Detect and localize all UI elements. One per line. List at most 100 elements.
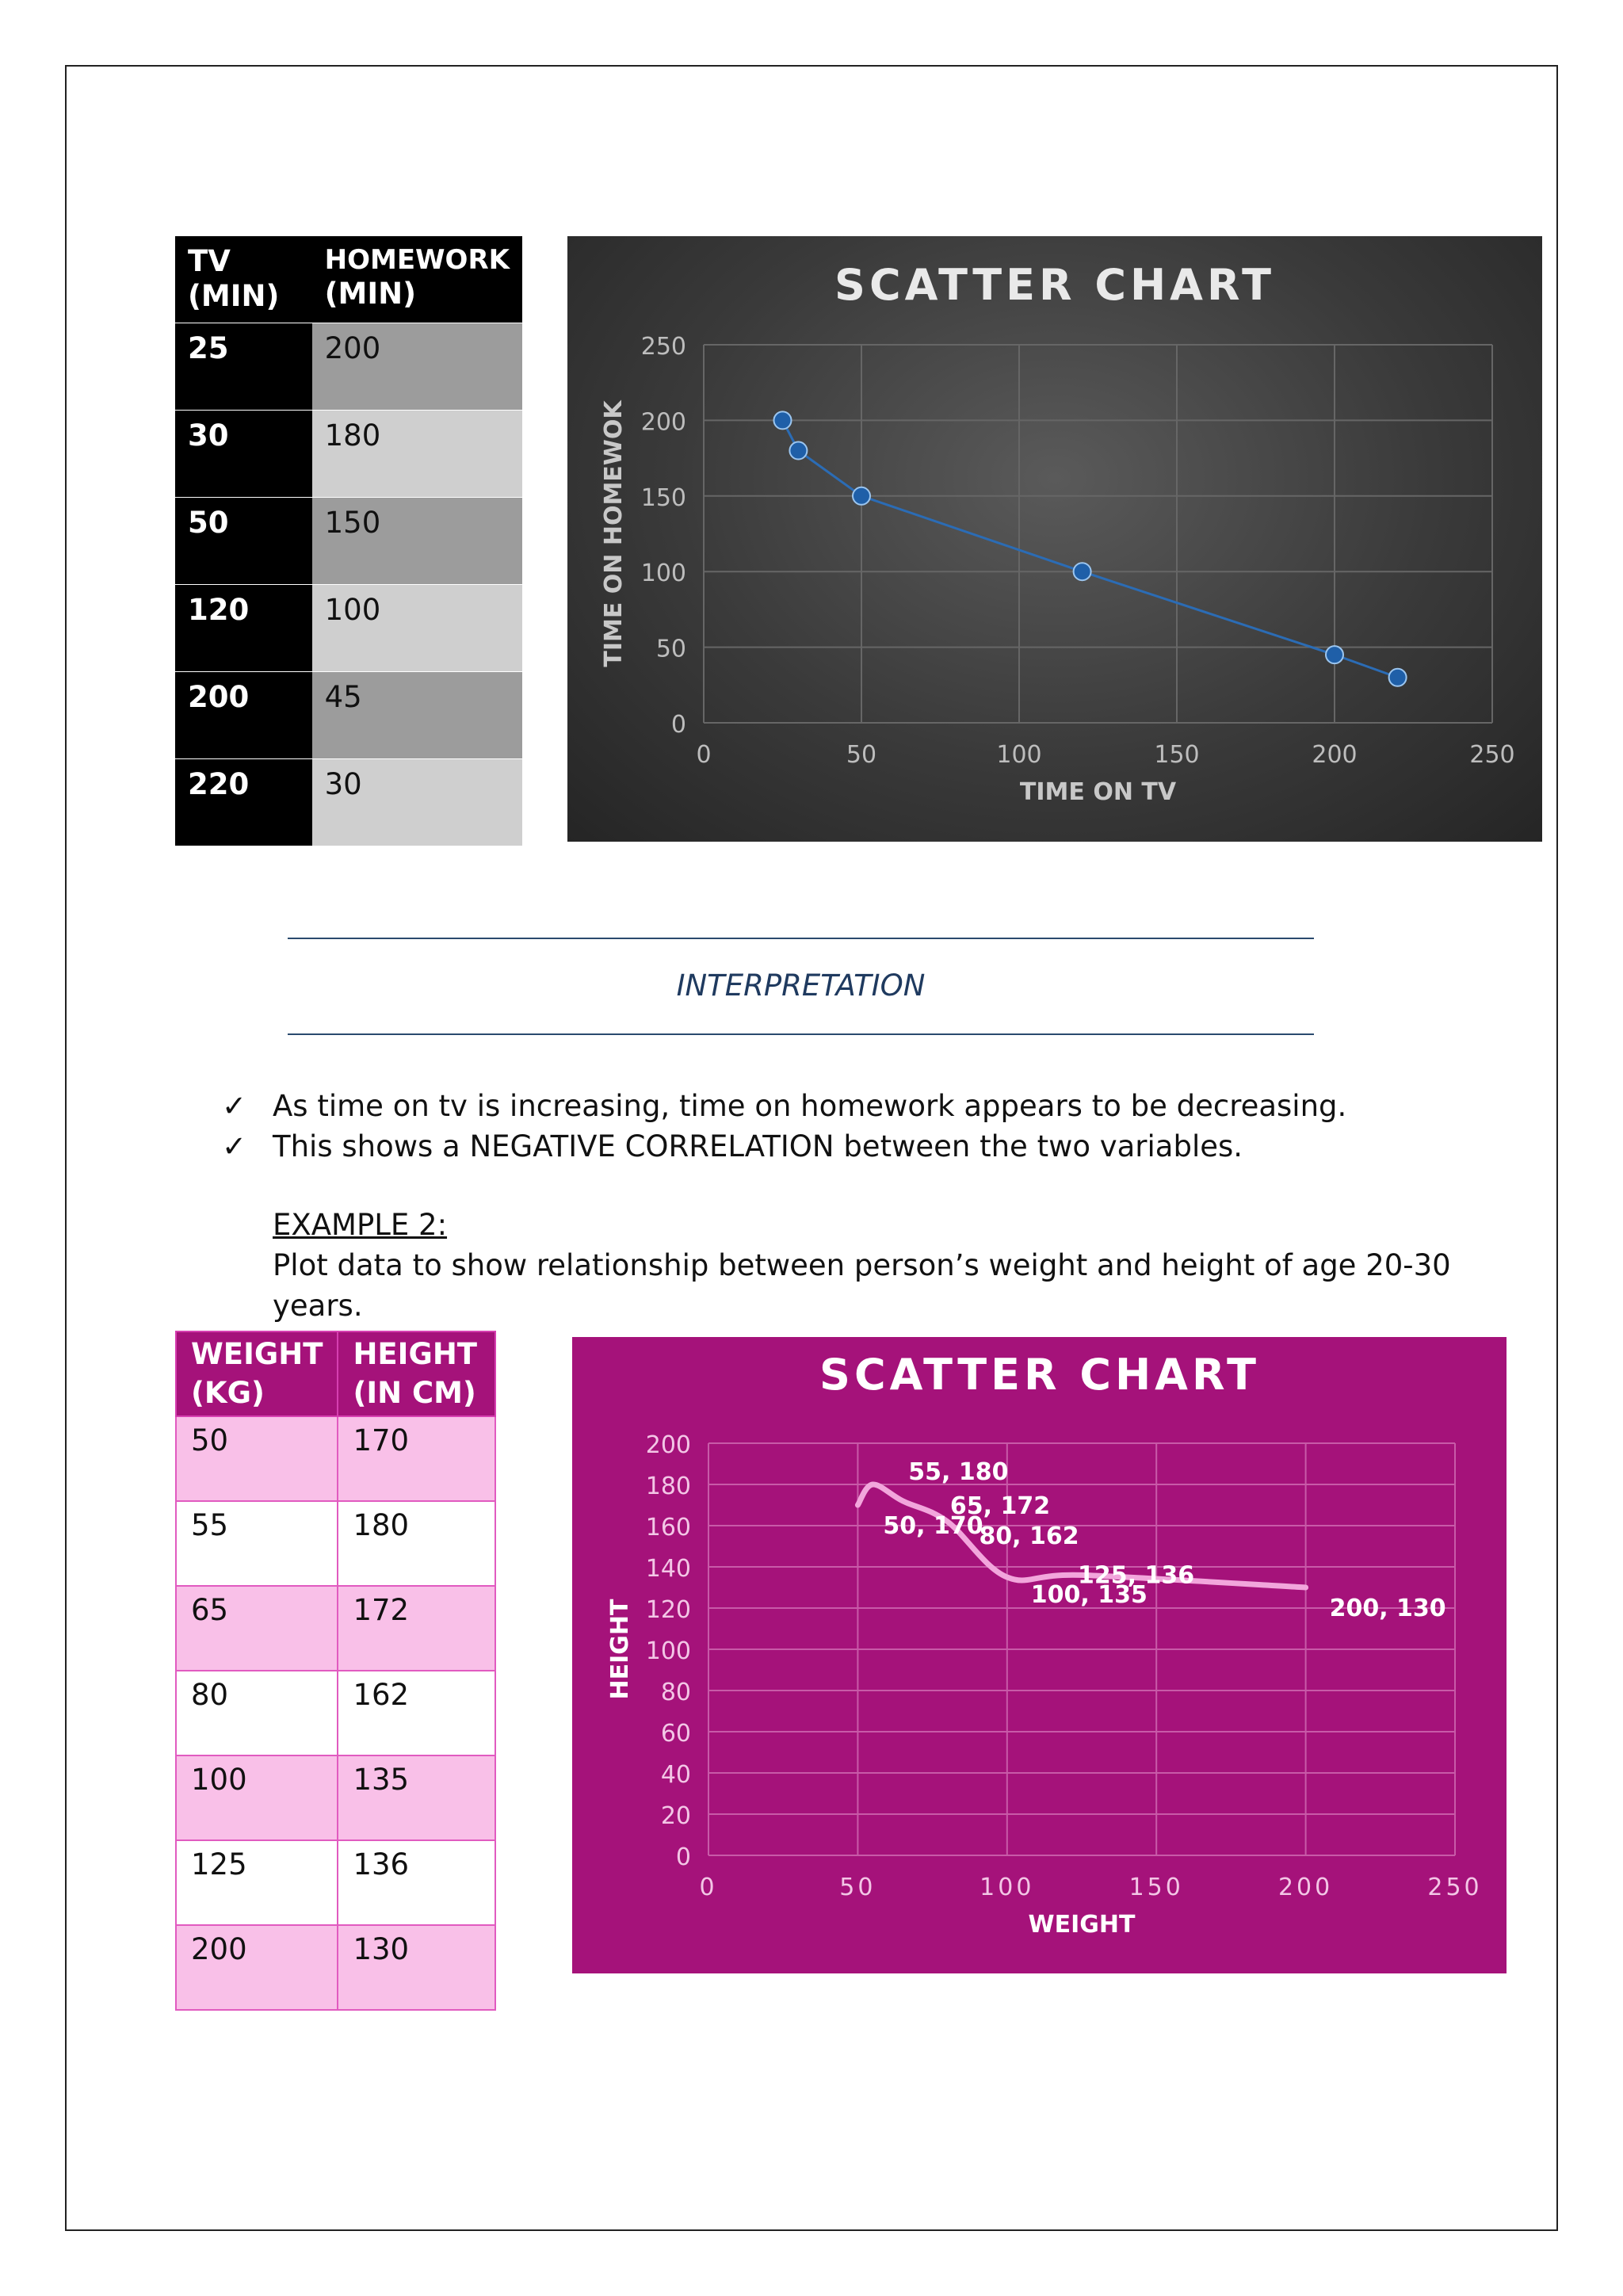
cell-height: 172	[337, 1585, 496, 1671]
table-header-weight: WEIGHT (KG)	[174, 1331, 339, 1417]
cell-height: 136	[337, 1839, 496, 1926]
cell-tv: 25	[175, 322, 312, 411]
y-tick-label: 160	[646, 1514, 691, 1541]
x-tick-label: 200	[1312, 741, 1357, 769]
tv-homework-table: TV (MIN) HOMEWORK (MIN) 25 200 30 180 50…	[175, 236, 522, 846]
data-point	[1325, 645, 1344, 665]
page-border	[65, 65, 1558, 2231]
cell-height: 180	[337, 1500, 496, 1587]
y-tick-label: 180	[646, 1473, 691, 1500]
y-axis-label: HEIGHT	[606, 1599, 634, 1699]
data-label: 200, 130	[1330, 1595, 1446, 1622]
example-2: EXAMPLE 2: Plot data to show relationshi…	[273, 1205, 1501, 1326]
cell-weight: 55	[174, 1500, 339, 1587]
cell-homework: 200	[311, 322, 522, 411]
x-tick-label: 150	[1154, 741, 1199, 769]
y-tick-label: 80	[661, 1679, 691, 1706]
divider-top	[288, 938, 1314, 939]
cell-homework: 100	[311, 583, 522, 672]
table-row: 220 30	[175, 758, 522, 846]
cell-weight: 80	[174, 1670, 339, 1756]
cell-homework: 180	[311, 409, 522, 498]
data-label: 65, 172	[950, 1492, 1050, 1520]
x-axis-label: TIME ON TV	[1020, 778, 1177, 806]
x-tick-label: 250	[1427, 1874, 1482, 1901]
data-label: 100, 135	[1031, 1581, 1148, 1609]
x-tick-label: 100	[996, 741, 1041, 769]
table-row: 200 130	[174, 1924, 496, 2011]
y-axis-label: TIME ON HOMEWOK	[600, 399, 628, 667]
data-label: 50, 170	[883, 1512, 983, 1540]
interpretation-heading: INTERPRETATION	[676, 968, 926, 1003]
cell-tv: 220	[175, 758, 312, 846]
example-label: EXAMPLE 2:	[273, 1208, 448, 1242]
table-row: 50 170	[174, 1415, 496, 1502]
x-tick-label: 0	[696, 741, 711, 769]
table-header-height: HEIGHT (IN CM)	[337, 1331, 496, 1417]
bullet-text: As time on tv is increasing, time on hom…	[273, 1089, 1347, 1123]
header-homework-line1: HOMEWORK	[324, 244, 510, 276]
chart-title: SCATTER CHART	[834, 260, 1275, 310]
check-icon: ✓	[222, 1129, 247, 1163]
x-tick-label: 50	[846, 741, 876, 769]
chart2-svg: SCATTER CHART 0 20 40 60 80 100 120 140 160 180 200…	[606, 1350, 1482, 1939]
data-label: 55, 180	[908, 1458, 1008, 1486]
cell-height: 135	[337, 1755, 496, 1841]
bullet-text: This shows a NEGATIVE CORRELATION betwee…	[273, 1129, 1243, 1163]
header-homework-line2: (MIN)	[324, 276, 417, 311]
data-label: 80, 162	[979, 1522, 1079, 1550]
table-row: 100 135	[174, 1755, 496, 1841]
cell-tv: 200	[175, 670, 312, 759]
series-line	[854, 1481, 1309, 1591]
cell-homework: 45	[311, 670, 522, 759]
cell-tv: 50	[175, 496, 312, 585]
header-tv-line1: TV	[188, 244, 231, 278]
x-tick-label: 250	[1469, 741, 1514, 769]
bullet-item: ✓ This shows a NEGATIVE CORRELATION betw…	[222, 1126, 1346, 1167]
table-header-homework: HOMEWORK (MIN)	[311, 236, 522, 323]
cell-weight: 200	[174, 1924, 339, 2011]
y-tick-label: 140	[646, 1555, 691, 1583]
table-row: 120 100	[175, 583, 522, 672]
cell-weight: 100	[174, 1755, 339, 1841]
x-tick-label: 200	[1278, 1874, 1333, 1901]
data-point	[852, 486, 871, 506]
y-tick-label: 250	[641, 333, 686, 361]
table-row: 125 136	[174, 1839, 496, 1926]
cell-height: 130	[337, 1924, 496, 2011]
check-icon: ✓	[222, 1089, 247, 1123]
header-height-line2: (IN CM)	[353, 1375, 476, 1410]
table-row: 50 150	[175, 496, 522, 585]
table-row: 65 172	[174, 1585, 496, 1671]
table-row: 25 200	[175, 322, 522, 411]
x-tick-label: 150	[1129, 1874, 1184, 1901]
header-height-line1: HEIGHT	[353, 1337, 478, 1372]
x-tick-label: 100	[980, 1874, 1034, 1901]
series-line	[781, 419, 1399, 679]
y-tick-label: 100	[646, 1637, 691, 1665]
x-tick-label: 0	[699, 1874, 717, 1901]
table-row: 200 45	[175, 670, 522, 759]
y-tick-label: 200	[646, 1431, 691, 1459]
interpretation-bullets: ✓ As time on tv is increasing, time on h…	[222, 1086, 1346, 1167]
header-weight-line2: (KG)	[191, 1375, 265, 1410]
table-row: 30 180	[175, 409, 522, 498]
weight-height-scatter-chart: SCATTER CHART 0 20 40 60 80 100 120 140 160 180 200…	[572, 1337, 1507, 1973]
header-tv-line2: (MIN)	[188, 279, 280, 314]
y-tick-label: 120	[646, 1596, 691, 1624]
data-label: 125, 136	[1078, 1561, 1194, 1589]
chart-title: SCATTER CHART	[819, 1350, 1260, 1400]
y-tick-label: 20	[661, 1802, 691, 1830]
chart1-svg: SCATTER CHART 0 50 100 150 200 250 0 50 100 150 200…	[600, 260, 1515, 806]
bullet-item: ✓ As time on tv is increasing, time on h…	[222, 1086, 1346, 1126]
data-point	[789, 441, 808, 460]
cell-homework: 150	[311, 496, 522, 585]
divider-bottom	[288, 1033, 1314, 1035]
y-tick-label: 200	[641, 408, 686, 436]
cell-weight: 50	[174, 1415, 339, 1502]
y-tick-label: 150	[641, 484, 686, 512]
table-row: 55 180	[174, 1500, 496, 1587]
cell-weight: 65	[174, 1585, 339, 1671]
header-weight-line1: WEIGHT	[191, 1337, 323, 1372]
cell-weight: 125	[174, 1839, 339, 1926]
